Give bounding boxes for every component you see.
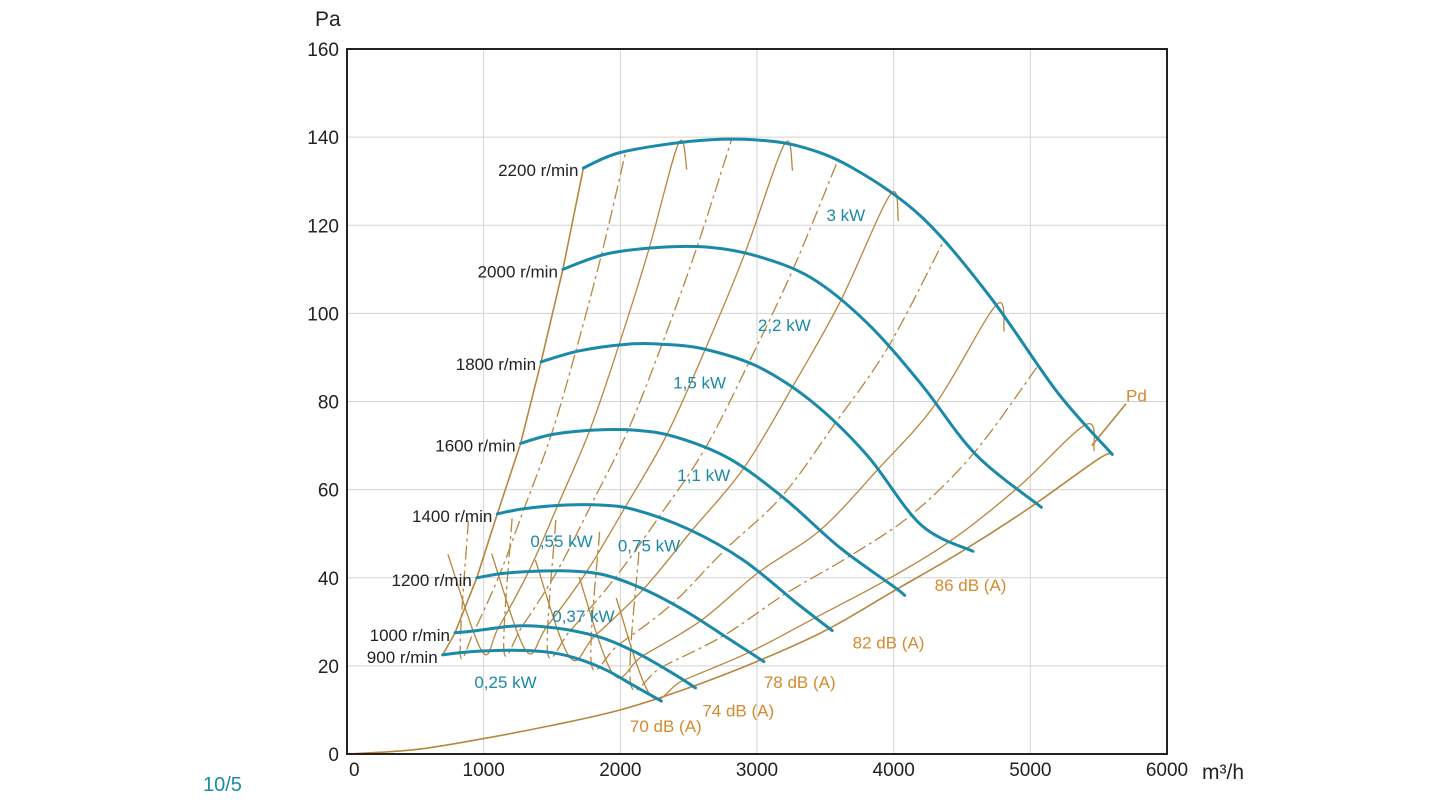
speed-curve-label: 1600 r/min [435,436,515,455]
y-tick-labels: 0 20 40 60 80 100 120 140 160 [307,40,339,766]
speed-curve [539,342,975,553]
power-curve [503,139,733,657]
noise-curve [578,302,1005,679]
noise-label: Pd [1126,387,1147,406]
x-tick-label: 3000 [736,760,778,781]
speed-curve-label: 2000 r/min [478,262,558,281]
power-label: 1,1 kW [677,466,730,485]
y-tick-label: 120 [307,216,339,237]
x-tick-label: 0 [349,760,360,781]
power-label: 0,37 kW [552,607,614,626]
power-label: 0,55 kW [530,532,592,551]
noise-lines [447,139,1095,701]
speed-curve-label: 1800 r/min [456,355,536,374]
y-tick-label: 0 [328,745,339,766]
speed-curve [453,624,697,690]
noise-label: 78 dB (A) [764,673,836,692]
speed-curve-label: 2200 r/min [498,161,578,180]
speed-curve [475,569,766,663]
noise-label: 70 dB (A) [630,717,702,736]
y-tick-label: 40 [318,569,339,590]
x-axis-title: m³/h [1202,761,1244,784]
speed-curves [441,137,1114,703]
plot-frame [346,48,1168,755]
x-tick-label: 1000 [463,760,505,781]
power-label: 2,2 kW [758,316,811,335]
power-curve [546,161,838,660]
power-label: 0,75 kW [618,536,680,555]
power-label: 1,5 kW [673,373,726,392]
power-lines [459,139,1039,692]
power-label: 0,25 kW [474,673,536,692]
x-tick-label: 4000 [873,760,915,781]
y-tick-label: 20 [318,657,339,678]
y-tick-label: 140 [307,128,339,149]
y-axis-title: Pa [315,8,341,31]
speed-curve-label: 1400 r/min [412,507,492,526]
x-tick-label: 6000 [1146,760,1188,781]
plot-area [347,137,1127,754]
speed-curve [495,503,834,633]
noise-label: 82 dB (A) [853,633,925,652]
x-tick-label: 5000 [1009,760,1051,781]
speed-curve-label: 900 r/min [367,648,438,667]
x-tick-labels: 0 1000 2000 3000 4000 5000 6000 [349,760,1188,781]
curve-labels: 2200 r/min 2000 r/min 1800 r/min 1600 r/min… [367,161,1147,736]
speed-curve [519,427,907,597]
power-curve [459,151,627,660]
y-tick-label: 100 [307,304,339,325]
system-curve-pd [347,452,1113,754]
power-label: 3 kW [826,206,865,225]
speed-curve [581,137,1114,456]
speed-curve [561,244,1043,509]
y-tick-label: 160 [307,40,339,61]
power-curve [629,364,1039,692]
speed-curve [441,648,663,703]
x-tick-label: 2000 [599,760,641,781]
noise-label: 86 dB (A) [935,576,1007,595]
y-tick-label: 80 [318,393,339,414]
y-tick-label: 60 [318,481,339,502]
boundary-line [442,167,585,656]
speed-curve-label: 1200 r/min [392,571,472,590]
noise-label: 74 dB (A) [702,702,774,721]
noise-curve [615,423,1095,701]
noise-curve [534,191,900,662]
speed-curve-label: 1000 r/min [370,626,450,645]
page-reference: 10/5 [203,774,242,796]
